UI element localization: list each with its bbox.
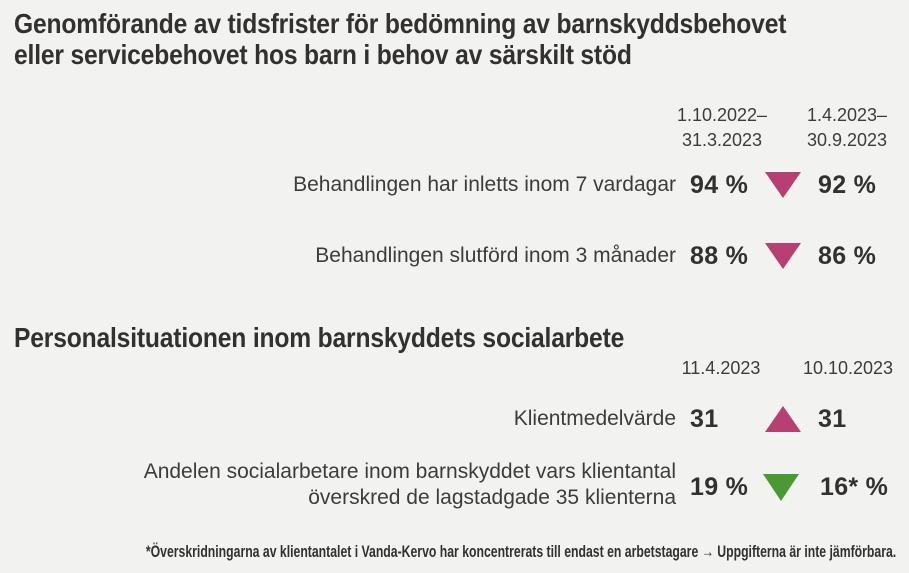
metric-row-andelen-socialarbetare: 19 % 16* %	[0, 467, 909, 507]
metric-label-andelen-socialarbetare: Andelen socialarbetare inom barnskyddet …	[143, 460, 676, 509]
metric-value-date2: 16* %	[820, 473, 889, 501]
metric-label: Klientmedelvärde	[513, 407, 676, 430]
metric-label: Behandlingen slutförd inom 3 månader	[315, 244, 676, 267]
metric-label: Behandlingen har inletts inom 7 vardagar	[293, 173, 676, 196]
date-header-1: 11.4.2023	[681, 358, 761, 378]
metric-value-period1: 94 %	[690, 171, 749, 199]
footnote-container: *Överskridningarna av klientantalet i Va…	[0, 542, 909, 562]
trend-indicator	[765, 406, 801, 433]
metric-value-date1: 19 %	[690, 473, 749, 501]
period-header-2: 1.4.2023– 30.9.2023	[806, 105, 888, 150]
trend-indicator	[765, 172, 801, 199]
trend-indicator	[765, 243, 801, 270]
page-title: Genomförande av tidsfrister för bedömnin…	[14, 8, 787, 70]
trend-up-icon	[765, 406, 801, 432]
trend-down-icon	[763, 474, 799, 501]
metric-value-period2: 92 %	[818, 171, 877, 199]
metric-value-period1: 88 %	[690, 242, 749, 270]
section-title-personalsituationen: Personalsituationen inom barnskyddets so…	[14, 322, 625, 353]
trend-down-icon	[765, 243, 801, 269]
metric-value-date2: 31	[818, 405, 847, 433]
metric-value-date1: 31	[690, 405, 719, 433]
trend-down-icon	[765, 172, 801, 198]
metric-row-slutford-3-manader: Behandlingen slutförd inom 3 månader 88 …	[0, 236, 909, 276]
trend-indicator	[763, 474, 799, 501]
period-header-1: 1.10.2022– 31.3.2023	[676, 105, 768, 150]
date-header-2: 10.10.2023	[802, 358, 894, 378]
metric-row-klientmedelvarde: Klientmedelvärde 31 31	[0, 399, 909, 439]
metric-value-period2: 86 %	[818, 242, 877, 270]
footnote: *Överskridningarna av klientantalet i Va…	[145, 542, 897, 561]
metric-row-inletts-7-vardagar: Behandlingen har inletts inom 7 vardagar…	[0, 165, 909, 205]
